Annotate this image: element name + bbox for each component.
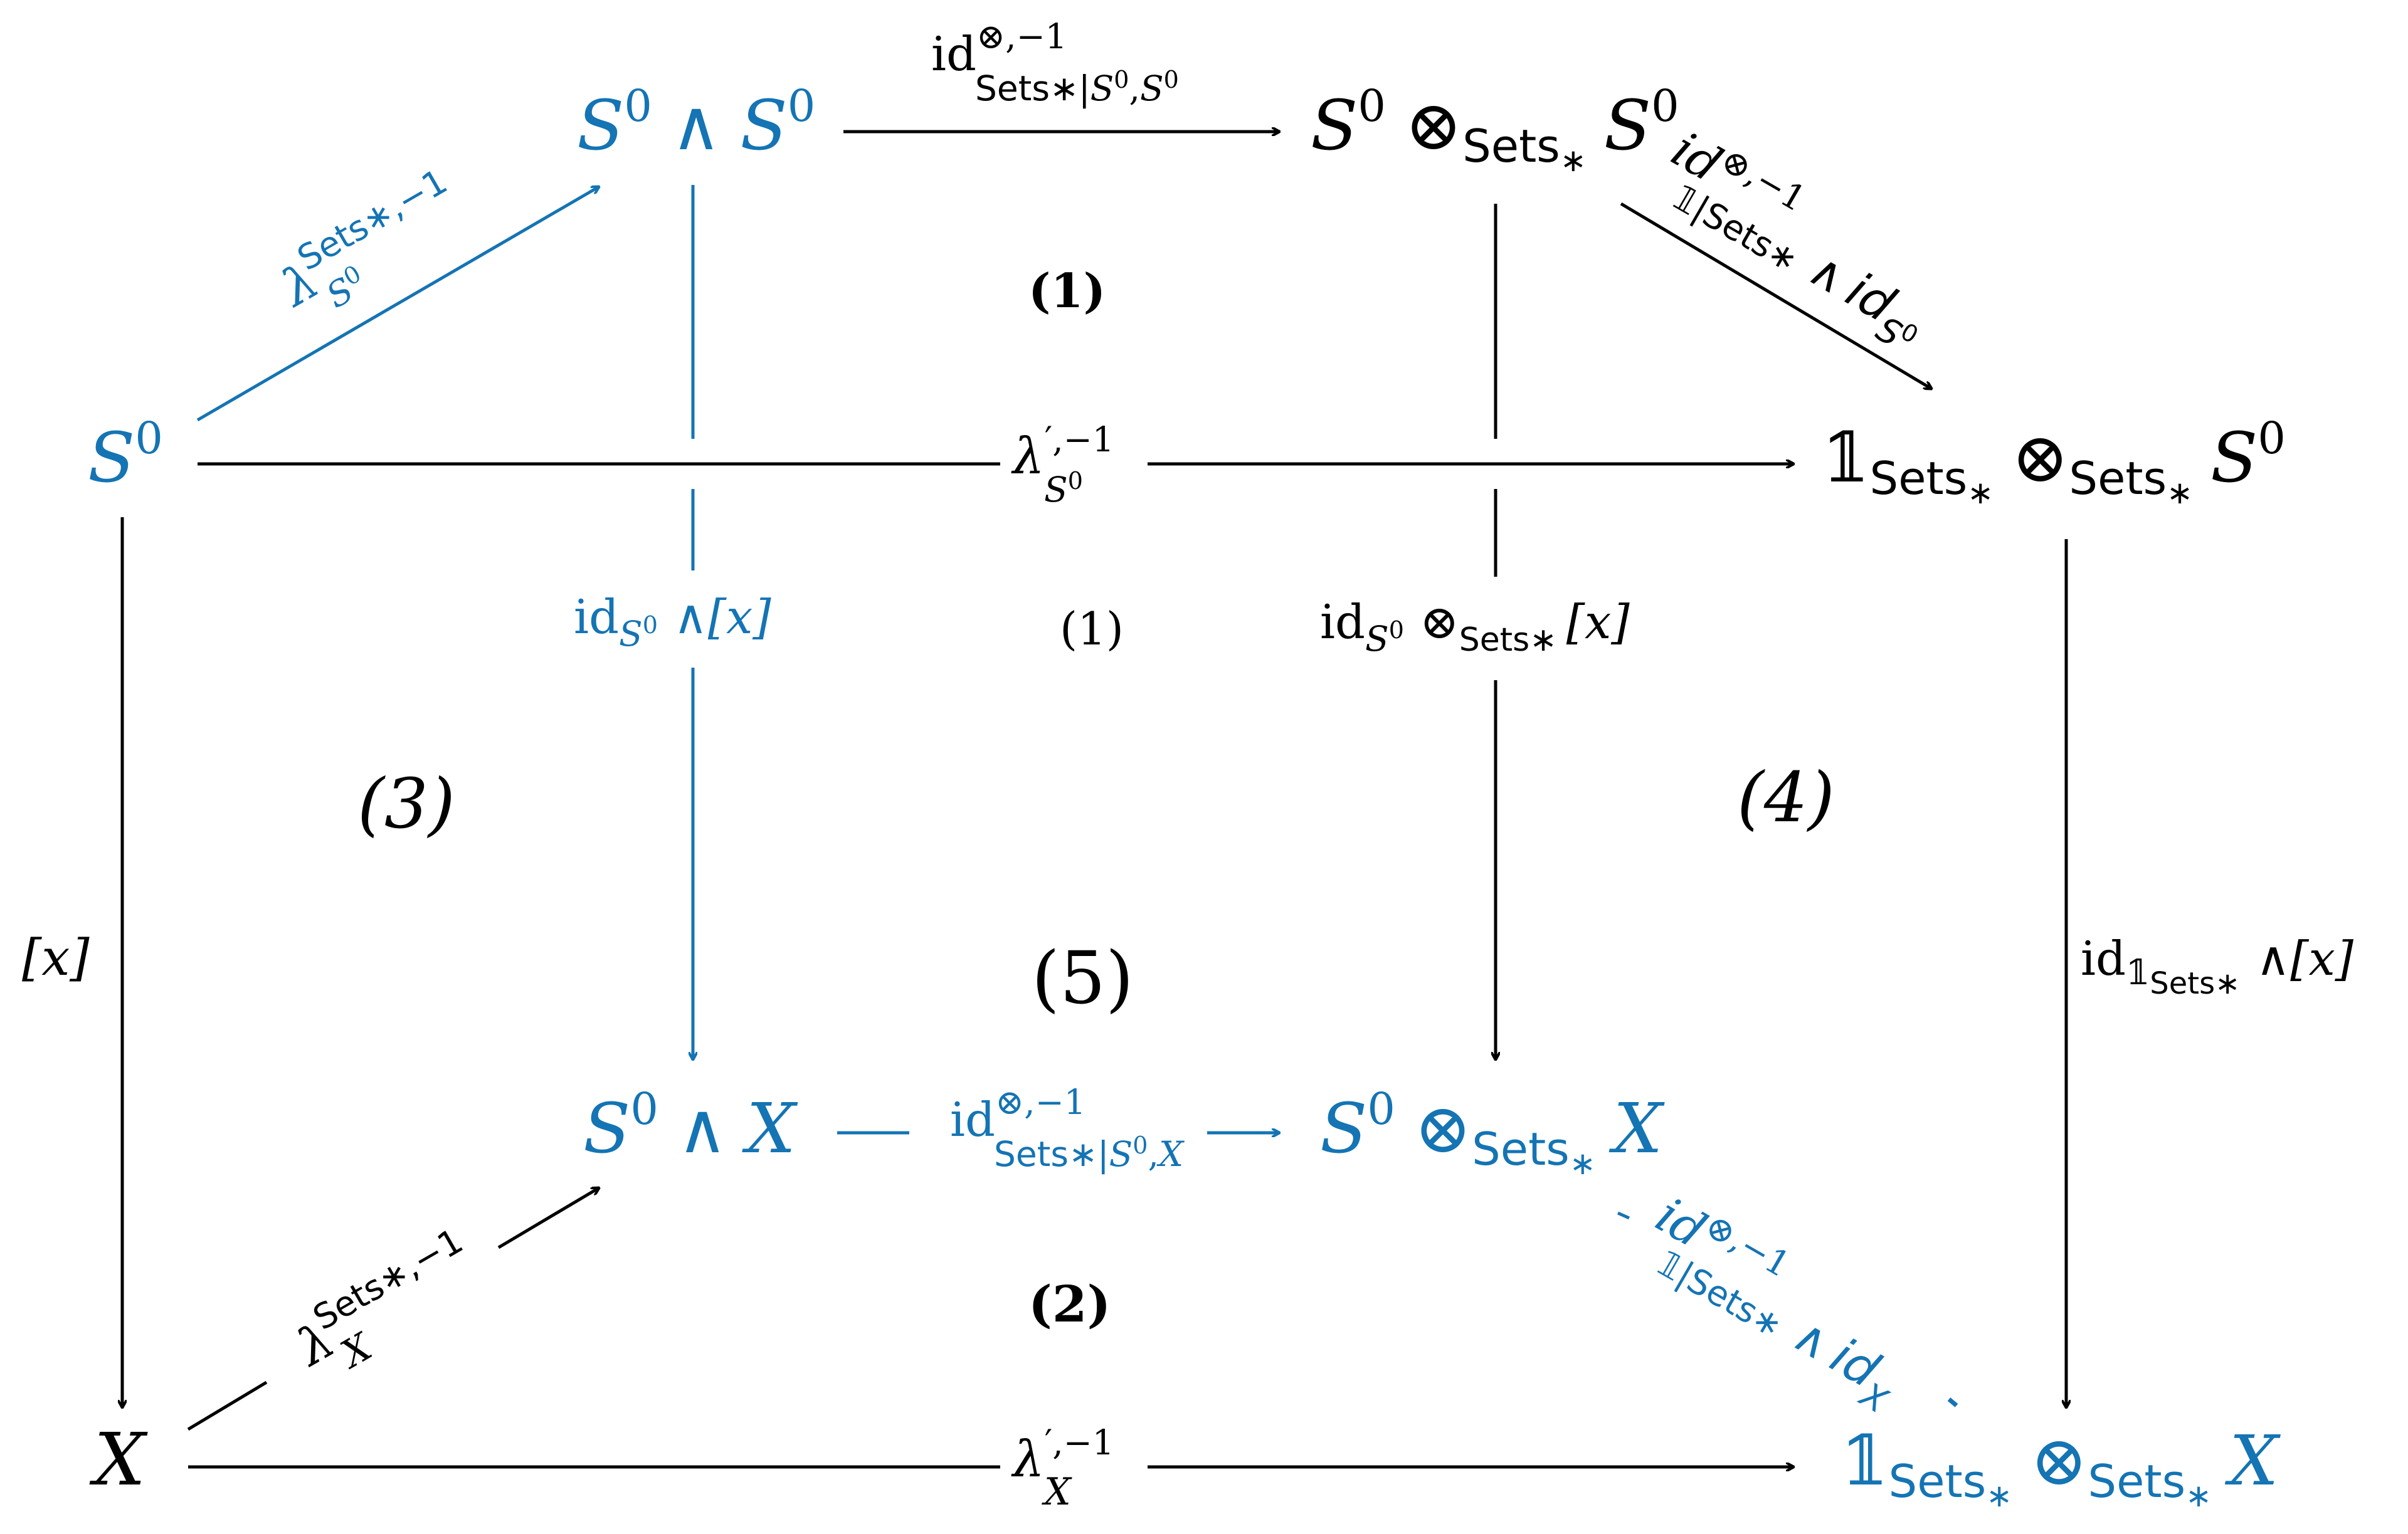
label-id-one-s0: id⊗,−1 𝟙|Sets∗∧idS0	[1662, 122, 1923, 355]
region-number-5: (5)	[1032, 937, 1134, 1021]
node-s0-wedge-s0: S0 ∧ S0	[577, 80, 815, 165]
svg-text:Sets∗,−1: Sets∗,−1	[290, 161, 453, 278]
arrow-s0otimess0-to-oneotimess0	[1620, 202, 1931, 389]
label-id-top: id⊗,−1	[931, 16, 1067, 81]
label-id-bottom-blue: id⊗,−1	[950, 1082, 1086, 1147]
node-s0-otimes-x: S0 ⊗Sets∗ X	[1320, 1083, 1665, 1182]
arrow-blue-diag-frag-bottom	[1947, 1397, 1958, 1407]
node-one-otimes-s0: 𝟙Sets∗ ⊗Sets∗ S0	[1822, 412, 2286, 511]
label-lambda-prime-s0: λ′,−1	[1011, 419, 1114, 485]
node-s0-wedge-x: S0 ∧ X	[583, 1083, 798, 1169]
node-s0-otimes-s0: S0 ⊗Sets∗ S0	[1311, 80, 1679, 179]
label-lambda-prime-s0-sub: S0	[1044, 467, 1083, 510]
region-number-3: (3)	[357, 764, 455, 844]
label-lambda-x: λ Sets∗,−1 X	[285, 1221, 469, 1378]
region-number-top: (1)	[1028, 263, 1106, 318]
node-s0-left: S0	[88, 412, 163, 498]
label-id-s0-wedge-x: idS0 ∧[x]	[574, 589, 771, 654]
region-number-4: (4)	[1737, 757, 1835, 838]
arrow-blue-diag-frag-top	[1617, 1211, 1630, 1220]
label-id-one-x-blue: id⊗,−1 𝟙|Sets∗∧idX	[1647, 1187, 1896, 1422]
svg-text:X: X	[332, 1325, 380, 1378]
node-one-otimes-x: 𝟙Sets∗ ⊗Sets∗ X	[1840, 1421, 2281, 1514]
arrow-x-to-s0wedgex-lower	[187, 1380, 268, 1431]
label-id-top-sub: Sets∗|S0,S0	[975, 66, 1179, 109]
region-number-1: (1)	[1060, 602, 1124, 655]
label-lambda-s0: λ Sets∗,−1 S0	[270, 161, 453, 318]
label-x-bracket: [x]	[22, 928, 90, 987]
label-id-bottom-blue-sub: Sets∗|S0,X	[994, 1132, 1185, 1175]
label-lambda-prime-x: λ′,−1	[1011, 1422, 1114, 1488]
svg-text:Sets∗,−1: Sets∗,−1	[306, 1221, 469, 1338]
region-number-2: (2)	[1028, 1274, 1111, 1333]
node-x-left: X	[89, 1418, 148, 1502]
label-lambda-prime-x-sub: X	[1042, 1470, 1072, 1514]
arrow-x-to-s0wedgex-upper	[497, 1188, 599, 1249]
arrow-s0-to-s0wedges0	[196, 187, 599, 422]
label-id-one-wedge-x: id𝟙Sets∗ ∧[x]	[2081, 931, 2354, 1001]
label-id-s0-otimes-x: idS0 ⊗Sets∗ [x]	[1320, 594, 1630, 659]
